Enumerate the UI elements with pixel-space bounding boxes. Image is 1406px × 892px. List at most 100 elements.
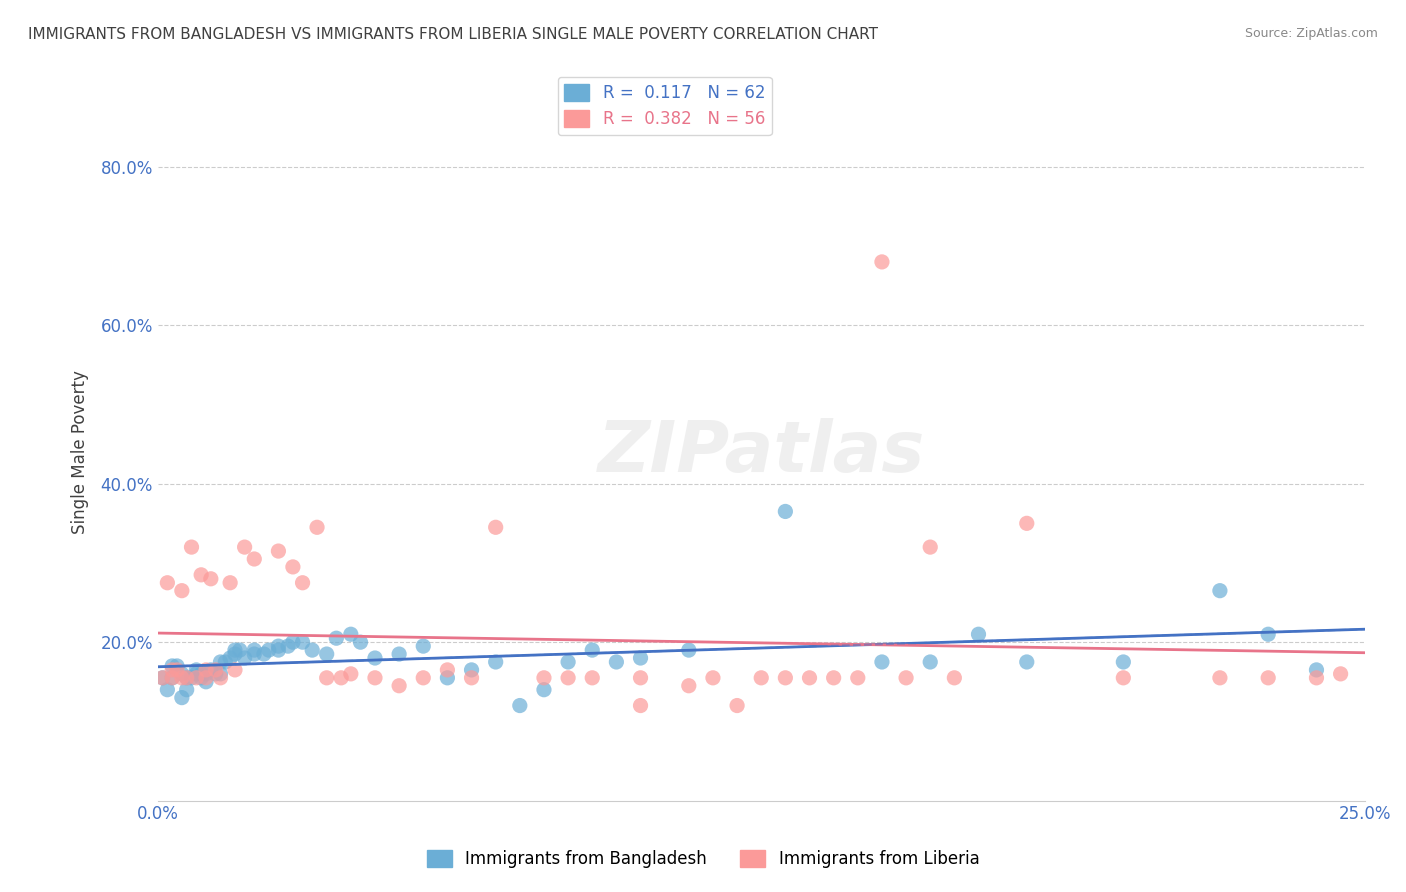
Point (388, 647, 411, 661)
Point (799, 671, 821, 685)
Point (166, 659, 188, 673)
Point (920, 540, 942, 554)
Point (243, 643, 266, 657)
Point (209, 666, 232, 681)
Point (1015, 516, 1038, 531)
Text: Source: ZipAtlas.com: Source: ZipAtlas.com (1244, 27, 1378, 40)
Point (180, 671, 202, 685)
Point (460, 671, 482, 685)
Point (160, 659, 183, 673)
Point (190, 666, 212, 681)
Point (678, 643, 700, 657)
Point (190, 671, 212, 685)
Point (485, 520, 508, 534)
Point (630, 671, 652, 685)
Point (870, 255, 893, 269)
Point (267, 544, 290, 558)
Point (967, 627, 990, 641)
Point (1112, 655, 1135, 669)
Point (846, 671, 869, 685)
Point (219, 575, 242, 590)
Point (1305, 671, 1327, 685)
Point (581, 671, 603, 685)
Point (156, 575, 179, 590)
Point (214, 655, 236, 669)
Point (219, 651, 242, 665)
Point (195, 663, 218, 677)
Point (160, 671, 183, 685)
Point (870, 655, 893, 669)
Point (920, 655, 942, 669)
Point (291, 575, 314, 590)
Point (301, 643, 323, 657)
Point (229, 643, 252, 657)
Point (200, 572, 222, 586)
Legend: R =  0.117   N = 62, R =  0.382   N = 56: R = 0.117 N = 62, R = 0.382 N = 56 (558, 77, 772, 135)
Point (485, 655, 508, 669)
Point (195, 674, 218, 689)
Point (267, 643, 290, 657)
Point (364, 671, 387, 685)
Point (257, 643, 280, 657)
Point (209, 671, 232, 685)
Point (630, 651, 652, 665)
Point (281, 635, 304, 649)
Point (315, 647, 337, 661)
Point (200, 663, 222, 677)
Point (170, 583, 193, 598)
Point (1209, 583, 1232, 598)
Point (166, 663, 188, 677)
Point (176, 682, 198, 697)
Point (1015, 655, 1038, 669)
Point (224, 647, 246, 661)
Point (509, 698, 531, 713)
Point (678, 679, 700, 693)
Point (209, 655, 232, 669)
Point (243, 552, 266, 566)
Point (243, 647, 266, 661)
Point (315, 671, 337, 685)
Point (1257, 627, 1279, 641)
Point (186, 666, 208, 681)
Point (233, 651, 256, 665)
Point (253, 647, 276, 661)
Y-axis label: Single Male Poverty: Single Male Poverty (72, 370, 89, 534)
Point (630, 698, 652, 713)
Point (1112, 671, 1135, 685)
Point (412, 671, 434, 685)
Point (340, 666, 363, 681)
Point (1209, 671, 1232, 685)
Point (170, 666, 193, 681)
Point (204, 663, 226, 677)
Point (186, 671, 208, 685)
Point (749, 671, 772, 685)
Point (170, 690, 193, 705)
Point (605, 655, 627, 669)
Text: IMMIGRANTS FROM BANGLADESH VS IMMIGRANTS FROM LIBERIA SINGLE MALE POVERTY CORREL: IMMIGRANTS FROM BANGLADESH VS IMMIGRANTS… (28, 27, 879, 42)
Point (305, 520, 328, 534)
Point (725, 698, 748, 713)
Point (195, 666, 218, 681)
Text: ZIPatlas: ZIPatlas (598, 417, 925, 486)
Point (281, 560, 304, 574)
Point (325, 631, 347, 645)
Point (436, 663, 458, 677)
Point (160, 663, 183, 677)
Point (186, 663, 208, 677)
Point (823, 671, 845, 685)
Point (152, 671, 174, 685)
Point (224, 643, 246, 657)
Point (190, 567, 212, 582)
Point (224, 663, 246, 677)
Point (364, 651, 387, 665)
Point (557, 671, 579, 685)
Point (460, 663, 482, 677)
Point (533, 682, 555, 697)
Point (152, 671, 174, 685)
Point (412, 639, 434, 653)
Point (388, 679, 411, 693)
Point (330, 671, 353, 685)
Point (1305, 663, 1327, 677)
Point (702, 671, 724, 685)
Point (267, 639, 290, 653)
